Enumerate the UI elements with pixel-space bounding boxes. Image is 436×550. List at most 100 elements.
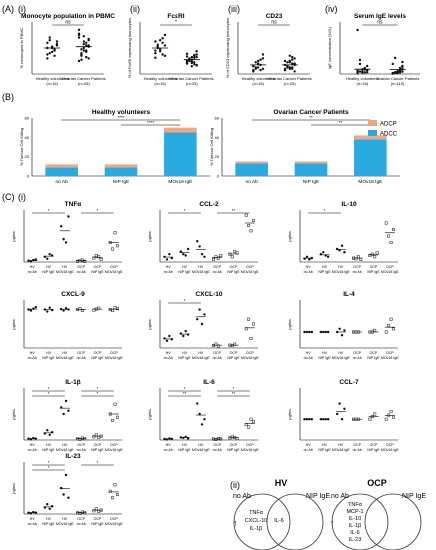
A_i-point-0-8	[53, 48, 56, 51]
A_iii-point-1-20	[283, 67, 287, 71]
A_ii-point-1-18	[193, 53, 196, 57]
TNFa-ylabel: pg/mL	[11, 230, 16, 242]
IL10-point-3-2	[356, 255, 360, 259]
A_i-point-0-7	[50, 50, 54, 54]
IL23-point-2-2	[64, 473, 68, 477]
CCL2-point-3-2	[216, 256, 220, 260]
A_ii-point-1-7	[190, 65, 194, 68]
IL6-xtick-0-grp: HV	[166, 443, 172, 447]
IL1b-xtick-3-grp: OCP	[77, 443, 85, 447]
venn-ocp-left-1: MCP-1	[346, 509, 363, 515]
IL1b-point-5-2	[113, 402, 117, 406]
IL1b-point-4-0	[92, 435, 96, 439]
A_i-point-0-5	[46, 41, 49, 44]
CXCL10-point-1-3	[186, 333, 190, 336]
IL23-xtick-4-trt: NIP IgE	[91, 522, 104, 526]
panel-label-C-i: (i)	[18, 192, 26, 202]
A_iii-point-1-10	[283, 59, 287, 63]
IL4-point-5-0	[384, 330, 388, 334]
IL10-xtick-4-grp: OCP	[370, 265, 378, 269]
A_iv-point-0-1	[358, 70, 362, 73]
CCL2-point-3-0	[212, 257, 216, 261]
TNFa-point-5-1	[111, 247, 115, 251]
A_iv-point-1-19	[401, 65, 404, 69]
A_ii-ylabel: % of FcεRI expressing monocytes	[127, 18, 132, 78]
B_2-ytick-3: 60	[215, 116, 220, 121]
B_1-bar-0-0	[45, 167, 78, 176]
A_iii-point-0-6	[254, 67, 257, 71]
TNFa-title: TNFα	[65, 201, 82, 208]
IL4-xtick-2-grp: HV	[338, 351, 344, 355]
B_2-bar-0-0	[235, 163, 268, 176]
CCL7-xtick-1-trt: NIP IgE	[318, 448, 331, 452]
venn-ocp-left-2: IL-10	[349, 516, 362, 522]
A_iv-point-1-28	[398, 71, 402, 74]
IL10-xtick-1-grp: HV	[322, 265, 328, 269]
CXCL10-point-5-1	[247, 317, 251, 321]
IL6-point-1-2	[184, 435, 187, 439]
CCL2-point-3-3	[219, 254, 223, 257]
TNFa-point-5-2	[113, 231, 117, 235]
IL1b-xtick-4-grp: OCP	[94, 443, 102, 447]
CXCL9-point-5-3	[115, 307, 119, 311]
A_i-point-1-11	[80, 48, 83, 51]
A_iii-point-0-9	[261, 53, 265, 56]
A_i-point-1-19	[87, 37, 90, 41]
IL6-sig-1: *	[233, 386, 235, 391]
IL6-xtick-5-trt: MOv18 IgE	[241, 448, 260, 452]
B_1-bar-0-1	[104, 167, 138, 176]
CXCL10-point-2-3	[203, 313, 206, 316]
A_iii-point-1-13	[291, 58, 294, 61]
CXCL9-point-1-2	[48, 306, 51, 309]
venn-hv-circle-right	[266, 493, 324, 550]
A_iii-point-0-3	[259, 68, 262, 72]
IL10-point-4-1	[370, 252, 374, 256]
IL6-point-0-2	[168, 437, 171, 440]
A_ii-point-0-2	[158, 48, 162, 51]
A_iii-xtick-0-1: (n=16)	[252, 81, 264, 86]
IL10-point-1-3	[326, 255, 330, 258]
IL10-point-5-2	[389, 241, 393, 244]
venn-ocp-left-0: TNFα	[348, 502, 363, 508]
IL6-point-1-1	[182, 436, 185, 440]
CCL7-point-2-0	[336, 412, 339, 416]
IL23-point-2-1	[62, 493, 65, 496]
CCL2-point-2-3	[203, 255, 206, 258]
A_ii-xtick-1-1: (n=25)	[186, 81, 198, 86]
A_iv-point-0-3	[363, 71, 366, 74]
CXCL9-title: CXCL-9	[61, 291, 85, 298]
venn-hv-arrow: ↑	[233, 518, 238, 528]
A_ii-point-0-1	[156, 43, 159, 46]
CXCL9-xtick-2-trt: MOv18 IgE	[56, 356, 75, 360]
CCL7-point-5-0	[384, 417, 388, 421]
A_i-ylabel: % monocytes in PBMC	[19, 27, 24, 68]
CCL7-xtick-4-trt: NIP IgE	[367, 448, 380, 452]
IL23-point-5-3	[115, 493, 119, 496]
IL23-point-5-1	[111, 496, 115, 500]
A_iii-point-0-14	[261, 67, 265, 71]
IL10-point-0-1	[305, 255, 309, 258]
IL10-point-5-0	[384, 221, 388, 225]
TNFa-point-2-0	[60, 225, 63, 228]
A_ii-xtick-0-0: Healthy volunteers	[144, 76, 177, 81]
IL4-ylabel: pg/mL	[287, 318, 292, 330]
CCL2-point-0-1	[165, 258, 169, 261]
B_2-bar-1-2	[354, 135, 387, 140]
IL10-xtick-2-trt: MOv18 IgE	[332, 270, 351, 274]
A_i-point-1-9	[87, 57, 90, 60]
A_ii-point-1-23	[193, 61, 196, 64]
A_iv-point-1-21	[394, 71, 397, 75]
CCL2-sig-1: **	[232, 208, 236, 213]
CCL2-xtick-1-grp: HV	[182, 265, 188, 269]
CCL2-xtick-2-grp: HV	[198, 265, 204, 269]
TNFa-point-1-1	[46, 257, 49, 260]
IL6-xtick-3-grp: OCP	[213, 443, 221, 447]
A_iv-xtick-0-0: Healthy volunteers	[346, 76, 379, 81]
A_iv-point-0-15	[356, 28, 359, 32]
IL4-xtick-3-grp: OCP	[353, 351, 361, 355]
charts-layer: % monocytes in PBMC Monocyte population i…	[11, 13, 420, 526]
A_i-point-1-12	[82, 42, 86, 46]
IL1b-xtick-0-trt: no Ab	[28, 448, 37, 452]
IL4-point-2-1	[338, 327, 341, 330]
TNFa-xtick-4-grp: OCP	[94, 265, 102, 269]
